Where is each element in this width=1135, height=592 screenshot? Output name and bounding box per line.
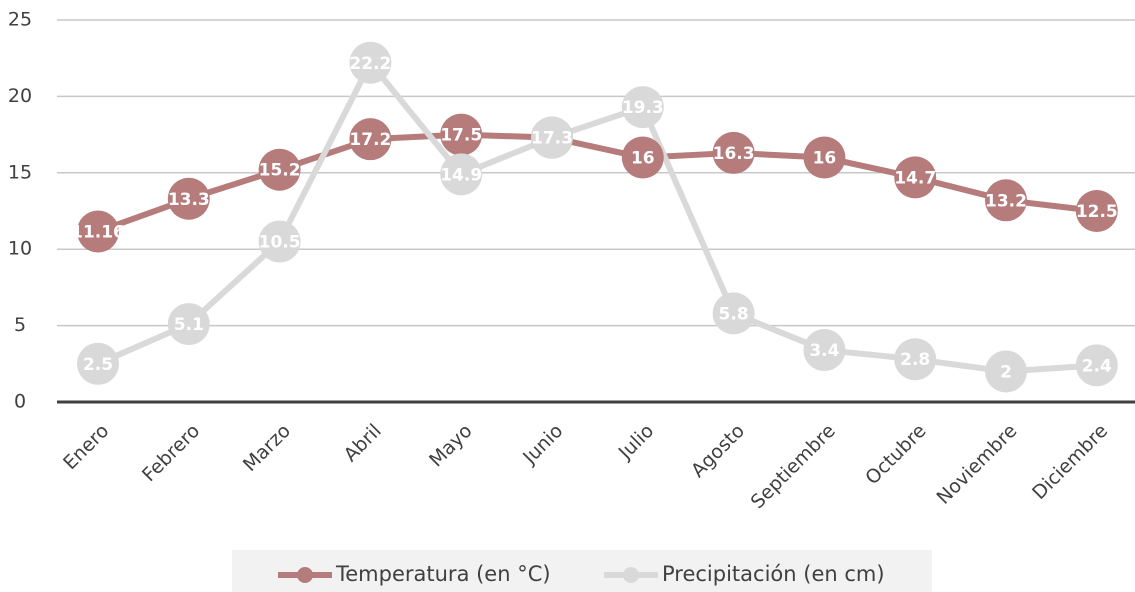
point <box>77 210 119 253</box>
point <box>621 136 664 179</box>
data-label: 11.16 <box>71 222 125 242</box>
point <box>1075 344 1118 387</box>
legend-label: Temperatura (en °C) <box>335 562 551 586</box>
data-label: 17.2 <box>349 130 391 150</box>
point <box>1075 190 1118 232</box>
series-line <box>96 131 1098 235</box>
point <box>258 220 301 263</box>
y-tick-label: 15 <box>8 161 32 183</box>
point <box>167 303 210 346</box>
point <box>349 118 392 161</box>
point <box>985 350 1027 393</box>
data-label: 13.2 <box>985 191 1027 211</box>
point <box>803 136 846 179</box>
data-label: 10.5 <box>259 233 301 253</box>
point <box>712 292 755 335</box>
x-tick-label: Agosto <box>687 420 749 482</box>
x-tick-label: Noviembre <box>933 420 1022 509</box>
y-tick-label: 20 <box>8 85 32 107</box>
x-tick-label: Marzo <box>239 420 295 476</box>
legend-label: Precipitación (en cm) <box>662 562 885 586</box>
y-tick-label: 25 <box>8 9 32 31</box>
x-tick-label: Abril <box>340 420 386 466</box>
data-label: 5.1 <box>174 315 204 335</box>
legend-box <box>232 550 932 592</box>
legend-marker <box>623 567 639 583</box>
point <box>258 148 301 191</box>
point <box>803 329 846 372</box>
x-tick-label: Diciembre <box>1028 420 1112 504</box>
data-label: 2 <box>1000 362 1012 382</box>
legend-marker <box>297 567 313 583</box>
x-tick-label: Febrero <box>138 420 204 486</box>
x-tick-label: Mayo <box>425 420 477 472</box>
x-tick-label: Junio <box>518 420 567 469</box>
y-tick-label: 0 <box>14 391 26 413</box>
point <box>77 342 119 385</box>
data-label: 22.2 <box>349 54 391 74</box>
data-label: 13.3 <box>168 190 210 210</box>
data-label: 2.8 <box>900 350 930 370</box>
data-label: 2.4 <box>1082 356 1112 376</box>
data-label: 14.9 <box>440 165 482 185</box>
x-tick-label: Enero <box>59 420 113 474</box>
y-tick-label: 5 <box>14 314 26 336</box>
y-tick-label: 10 <box>8 238 32 260</box>
data-label: 12.5 <box>1076 202 1118 222</box>
data-label: 15.2 <box>259 161 301 181</box>
x-tick-label: Septiembre <box>747 420 840 513</box>
point <box>894 338 937 381</box>
point <box>985 179 1027 222</box>
point <box>531 116 573 159</box>
point <box>894 156 937 199</box>
data-label: 2.5 <box>83 355 113 375</box>
data-label: 17.3 <box>531 129 573 149</box>
data-label: 16 <box>813 149 837 169</box>
point <box>167 177 210 220</box>
data-label: 3.4 <box>809 341 839 361</box>
point <box>440 153 483 196</box>
point <box>349 41 392 84</box>
data-label: 17.5 <box>440 126 482 146</box>
data-label: 16 <box>631 149 655 169</box>
data-label: 14.7 <box>894 168 936 188</box>
data-label: 5.8 <box>719 304 749 324</box>
data-label: 19.3 <box>622 98 664 118</box>
data-label: 16.3 <box>713 144 755 164</box>
point <box>712 131 755 174</box>
x-tick-label: Octubre <box>861 420 930 489</box>
point <box>621 86 664 129</box>
point <box>440 113 483 156</box>
x-tick-label: Julio <box>614 420 658 464</box>
